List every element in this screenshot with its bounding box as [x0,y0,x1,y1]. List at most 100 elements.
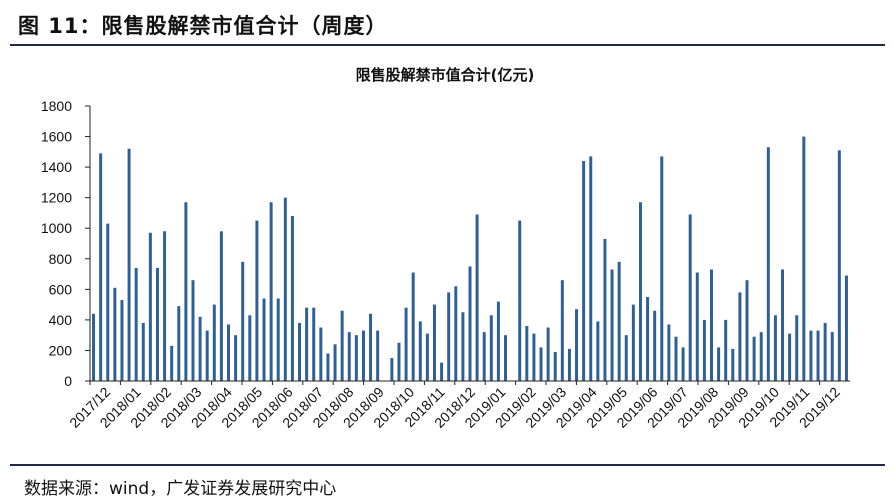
bar [191,280,195,381]
bar [468,266,472,381]
bar [589,156,593,381]
bar [724,319,728,381]
bar [432,304,436,381]
bar [603,238,607,381]
bar [617,261,621,381]
source-note: 数据来源：wind，广发证券发展研究中心 [24,479,337,499]
bar [759,332,763,381]
bar [212,304,216,381]
bar [461,312,465,381]
y-tick-label: 1600 [41,129,72,145]
bar [532,333,536,381]
bar [411,272,415,381]
bar [326,353,330,381]
bar [717,347,721,381]
bar [141,322,145,381]
bar [837,150,841,381]
bar [844,275,848,381]
bar [688,214,692,381]
bar [702,319,706,381]
bar [660,156,664,381]
bar [695,272,699,381]
bar [809,330,813,381]
y-tick-label: 800 [49,251,73,267]
bar [404,307,408,381]
bar [418,321,422,381]
bar [610,269,614,381]
bar [354,335,358,381]
chart-title: 限售股解禁市值合计(亿元) [356,66,535,84]
bar [319,327,323,381]
bar [440,362,444,381]
bar [638,202,642,381]
bar [518,220,522,381]
bar [170,345,174,381]
bar [653,310,657,381]
bar [738,292,742,381]
bar [575,309,579,381]
bar [830,332,834,381]
bar [582,161,586,381]
bar [596,321,600,381]
bar [376,330,380,381]
bar [99,153,103,381]
bar [248,315,252,381]
bar [482,332,486,381]
bar [227,324,230,381]
bar [262,298,266,381]
bar [369,313,373,381]
axes [85,105,850,385]
bar [624,335,628,381]
bar [106,223,110,381]
bar [475,214,479,381]
bar [120,300,124,381]
bar [731,348,735,381]
bar [113,287,117,381]
y-tick-label: 0 [64,373,72,389]
y-tick-label: 200 [49,342,73,358]
bar [134,267,138,381]
bar [155,267,159,381]
bar [546,327,550,381]
y-tick-label: 1200 [41,190,72,206]
bar [504,335,507,381]
bar [298,322,302,381]
bar [802,136,806,381]
bar [219,231,223,381]
bar [234,335,238,381]
y-axis-tick-labels: 0 200 400 600 800 1000 1200 1400 1600 1800 [41,98,72,389]
bar [646,296,650,381]
bar [539,347,543,381]
y-tick-label: 400 [49,312,73,328]
bar [496,301,500,381]
bar [127,148,131,381]
bar [781,269,785,381]
bar [148,232,152,381]
bar [816,330,820,381]
bar [198,316,202,381]
bar [276,298,280,381]
bar [631,304,635,381]
bar [795,315,799,381]
figure-header: 图 11：限售股解禁市值合计（周度） [10,4,885,46]
bar [525,326,529,381]
x-axis-tick-labels: 2017/122018/012018/022018/032018/042018/… [66,384,843,431]
bar [752,336,756,381]
y-tick-label: 1400 [41,159,72,175]
bar [92,313,96,381]
bar [205,330,209,381]
bar [177,306,181,381]
bar [163,231,167,381]
bar [823,322,827,381]
bar [241,261,245,381]
bar [553,351,557,381]
bar [340,310,344,381]
bar [361,330,365,381]
figure-title: 图 11：限售股解禁市值合计（周度） [18,14,388,38]
bar [454,286,458,381]
y-tick-label: 1800 [41,98,72,114]
bar [489,315,493,381]
figure-footer: 数据来源：wind，广发证券发展研究中心 [10,464,885,500]
bar [766,147,770,381]
y-tick-label: 600 [49,281,73,297]
